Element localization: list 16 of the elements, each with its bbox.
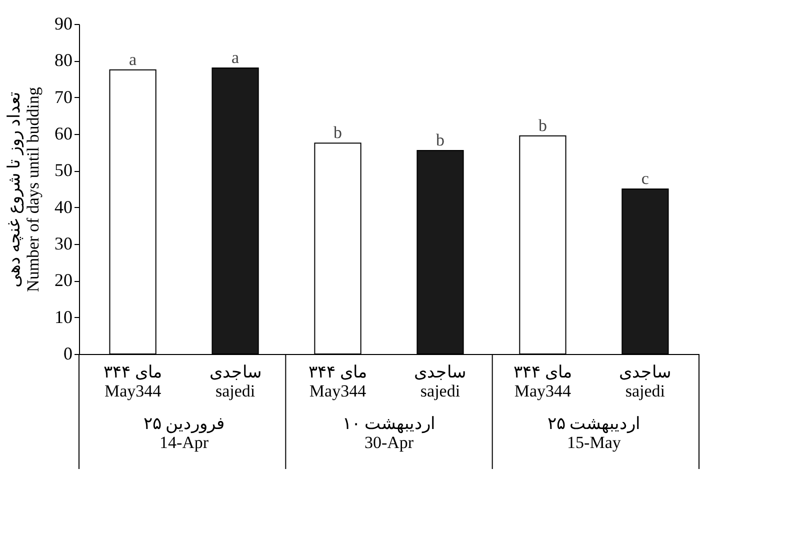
data-label: b — [436, 130, 444, 150]
y-tick-label: 30 — [54, 234, 72, 254]
y-tick-label: 80 — [54, 50, 72, 70]
data-label: a — [129, 50, 138, 69]
y-tick-label: 50 — [54, 160, 72, 180]
y-tick-label: 90 — [54, 14, 72, 34]
y-tick-label: 40 — [54, 196, 72, 217]
data-label: c — [641, 169, 650, 188]
y-tick-label: 20 — [54, 270, 72, 290]
y-tick-label: 60 — [54, 124, 72, 144]
y-tick-label: 70 — [54, 86, 72, 107]
y-tick-label: 0 — [64, 344, 72, 364]
y-tick-label: 10 — [54, 306, 72, 327]
data-label: b — [334, 123, 342, 142]
data-label: b — [538, 116, 547, 135]
data-label: a — [232, 48, 240, 67]
